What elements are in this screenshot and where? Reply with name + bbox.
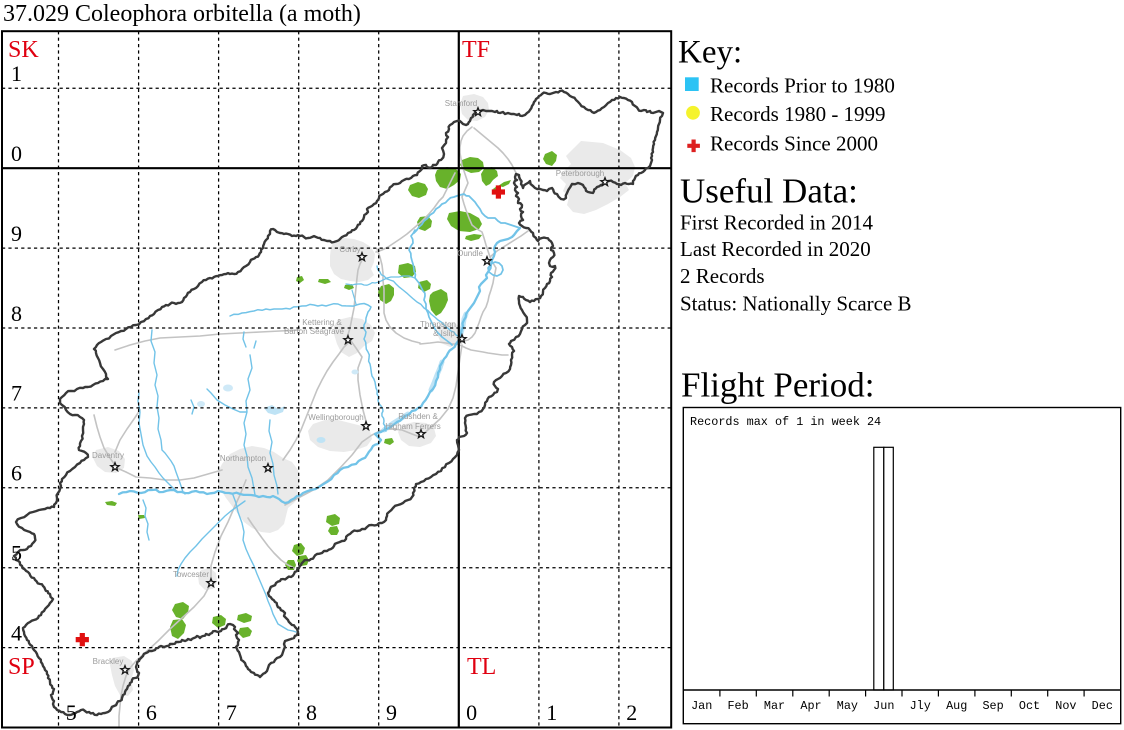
svg-text:Stamford: Stamford xyxy=(445,99,477,108)
svg-text:First Recorded in 2014: First Recorded in 2014 xyxy=(680,211,874,235)
svg-text:Corby: Corby xyxy=(339,245,360,254)
svg-text:Wellingborough: Wellingborough xyxy=(308,413,363,422)
svg-text:Nov: Nov xyxy=(1055,699,1076,713)
svg-text:9: 9 xyxy=(386,700,397,725)
svg-text:Towcester: Towcester xyxy=(173,570,209,579)
svg-text:Mar: Mar xyxy=(764,699,785,713)
svg-text:Flight Period:: Flight Period: xyxy=(681,366,875,405)
svg-text:7: 7 xyxy=(11,381,22,406)
svg-text:Useful Data:: Useful Data: xyxy=(680,171,858,210)
svg-text:Higham Ferrers: Higham Ferrers xyxy=(385,422,441,431)
svg-text:4: 4 xyxy=(11,620,22,645)
svg-text:Last Recorded in 2020: Last Recorded in 2020 xyxy=(680,237,871,261)
svg-text:Apr: Apr xyxy=(800,699,821,713)
svg-text:Dec: Dec xyxy=(1092,699,1113,713)
svg-text:6: 6 xyxy=(11,461,22,486)
svg-text:Records 1980 - 1999: Records 1980 - 1999 xyxy=(710,102,886,126)
svg-text:1: 1 xyxy=(546,700,557,725)
svg-text:Feb: Feb xyxy=(727,699,748,713)
svg-text:Kettering &: Kettering & xyxy=(302,318,342,327)
svg-text:0: 0 xyxy=(466,700,477,725)
svg-text:Records Since 2000: Records Since 2000 xyxy=(710,132,878,156)
svg-text:Oundle: Oundle xyxy=(457,249,483,258)
svg-text:Thrapston: Thrapston xyxy=(420,320,456,329)
svg-text:8: 8 xyxy=(11,301,22,326)
svg-text:2: 2 xyxy=(626,700,637,725)
svg-text:Northampton: Northampton xyxy=(220,454,266,463)
svg-text:Jan: Jan xyxy=(691,699,712,713)
svg-text:Records max of 1 in week 24: Records max of 1 in week 24 xyxy=(690,415,881,429)
svg-text:Jly: Jly xyxy=(910,699,931,713)
svg-text:TL: TL xyxy=(467,654,496,680)
svg-text:Rushden &: Rushden & xyxy=(398,412,438,421)
svg-text:2 Records: 2 Records xyxy=(680,264,765,288)
svg-text:Barton Seagrave: Barton Seagrave xyxy=(284,327,345,336)
svg-text:Jun: Jun xyxy=(873,699,894,713)
svg-text:37.029 Coleophora orbitella (a: 37.029 Coleophora orbitella (a moth) xyxy=(3,1,361,27)
svg-text:Brackley: Brackley xyxy=(93,657,124,666)
svg-text:7: 7 xyxy=(226,700,237,725)
svg-text:SK: SK xyxy=(8,37,39,63)
svg-text:1: 1 xyxy=(11,61,22,86)
svg-text:Key:: Key: xyxy=(678,35,742,71)
svg-text:Records Prior to 1980: Records Prior to 1980 xyxy=(710,73,895,97)
svg-text:Status: Nationally Scarce B: Status: Nationally Scarce B xyxy=(680,291,912,315)
svg-text:May: May xyxy=(837,699,858,713)
svg-text:5: 5 xyxy=(11,541,22,566)
svg-text:Sep: Sep xyxy=(982,699,1003,713)
svg-text:8: 8 xyxy=(306,700,317,725)
svg-text:TF: TF xyxy=(462,37,490,63)
svg-text:0: 0 xyxy=(11,141,22,166)
svg-text:6: 6 xyxy=(146,700,157,725)
svg-text:Oct: Oct xyxy=(1019,699,1040,713)
svg-text:5: 5 xyxy=(66,700,77,725)
svg-text:Daventry: Daventry xyxy=(92,451,124,460)
svg-text:Aug: Aug xyxy=(946,699,967,713)
svg-text:& Islip: & Islip xyxy=(433,329,455,338)
svg-text:9: 9 xyxy=(11,221,22,246)
svg-text:Peterborough: Peterborough xyxy=(556,169,604,178)
svg-text:SP: SP xyxy=(8,654,35,680)
